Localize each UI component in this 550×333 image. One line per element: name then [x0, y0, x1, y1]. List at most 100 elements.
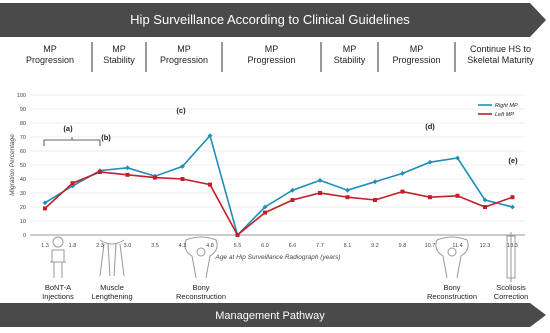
marker — [510, 195, 515, 200]
marker — [42, 200, 48, 206]
marker — [483, 205, 487, 209]
phase-label: MP — [265, 44, 279, 54]
management-label: BoNT-A — [45, 283, 71, 292]
y-axis-label: Migration Percentage — [9, 134, 16, 196]
y-tick-label: 30 — [20, 191, 26, 197]
icon-pelvis-1 — [184, 236, 218, 279]
marker — [43, 206, 47, 211]
management-label: Injections — [42, 292, 74, 301]
phase-label: Stability — [103, 55, 135, 65]
management-label: Lengthening — [91, 292, 132, 301]
x-tick-label: 4.8 — [206, 243, 214, 249]
marker — [70, 181, 75, 186]
x-tick-label: 2.3 — [96, 243, 104, 249]
x-tick-label: 6.6 — [289, 243, 297, 249]
phase-label: MP — [43, 44, 57, 54]
series-line — [44, 171, 513, 237]
y-tick-label: 20 — [20, 205, 26, 211]
icon-child — [50, 236, 66, 278]
marker — [263, 210, 267, 215]
marker — [482, 197, 488, 203]
y-tick-label: 90 — [20, 107, 26, 113]
icons — [50, 232, 516, 282]
phase-label: Skeletal Maturity — [467, 55, 534, 65]
marker — [125, 165, 130, 171]
x-tick-label: 7.7 — [316, 243, 324, 249]
phase-label: Progression — [26, 55, 74, 65]
marker — [372, 179, 378, 185]
icon-spine — [506, 232, 516, 282]
x-axis-label: Age at Hip Surveillance Radiograph (year… — [214, 254, 340, 261]
banner-arrow — [0, 3, 546, 37]
management-label: Reconstruction — [427, 292, 477, 301]
marker — [427, 159, 433, 165]
x-tick-label: 13.3 — [507, 243, 518, 249]
marker — [373, 198, 377, 202]
y-tick-label: 60 — [20, 149, 26, 155]
x-tick-label: 3.5 — [151, 243, 159, 249]
management-label: Muscle — [100, 283, 124, 292]
annotation: (b) — [101, 133, 111, 142]
x-tick-label: 1.8 — [69, 243, 77, 249]
legend-label: Left MP — [495, 112, 514, 118]
icon-pelvis-2 — [435, 236, 469, 279]
management-label: Bony — [192, 283, 209, 292]
marker — [262, 204, 268, 210]
y-tick-label: 70 — [20, 135, 26, 141]
y-tick-label: 50 — [20, 163, 26, 169]
x-tick-label: 4.3 — [179, 243, 187, 249]
marker — [318, 191, 322, 195]
marker — [180, 177, 185, 181]
series-line — [44, 133, 513, 237]
marker — [345, 187, 350, 193]
icon-legs — [99, 239, 125, 277]
marker — [428, 195, 432, 200]
management-label: Correction — [494, 292, 529, 301]
y-tick-label: 100 — [17, 93, 26, 99]
annotation: (e) — [508, 156, 518, 165]
x-tick-label: 8.1 — [344, 243, 352, 249]
x-tick-label: 11.4 — [452, 243, 462, 249]
marker — [180, 164, 185, 169]
phase-label: MP — [410, 44, 424, 54]
phase-label: Stability — [334, 55, 366, 65]
x-tick-label: 6.0 — [261, 243, 269, 249]
legend-label: Right MP — [495, 103, 518, 109]
phase-label: MP — [343, 44, 357, 54]
annotation: (d) — [425, 122, 435, 131]
marker — [400, 189, 405, 194]
x-tick-label: 5.5 — [234, 243, 242, 249]
marker — [98, 170, 102, 174]
footer-arrow — [0, 303, 546, 327]
marker — [153, 175, 157, 180]
x-tick-label: 3.0 — [124, 243, 132, 249]
y-tick-label: 40 — [20, 177, 26, 183]
x-tick-label: 9.2 — [371, 243, 379, 249]
annotation: (c) — [176, 106, 186, 115]
management-label: Scoliosis — [496, 283, 526, 292]
x-tick-label: 10.7 — [425, 243, 436, 249]
x-tick-label: 9.8 — [399, 243, 407, 249]
y-tick-label: 10 — [20, 219, 26, 225]
phase-label: Progression — [160, 55, 208, 65]
x-tick-label: 12.3 — [480, 243, 491, 249]
annotation: (a) — [63, 124, 73, 133]
phase-label: Progression — [247, 55, 295, 65]
banner-title: Hip Surveillance According to Clinical G… — [130, 12, 410, 27]
x-tick-label: 1.3 — [41, 243, 49, 249]
marker — [208, 182, 212, 187]
marker — [345, 195, 350, 200]
phase-label: MP — [177, 44, 191, 54]
marker — [455, 193, 460, 198]
bracket — [43, 137, 101, 146]
management-label: Bony — [443, 283, 460, 292]
phase-label: Continue HS to — [470, 44, 531, 54]
marker — [290, 198, 295, 202]
footer-title: Management Pathway — [215, 310, 325, 322]
marker — [290, 187, 295, 193]
phase-label: MP — [112, 44, 126, 54]
marker — [235, 233, 240, 237]
marker — [455, 155, 460, 161]
marker — [400, 171, 405, 176]
